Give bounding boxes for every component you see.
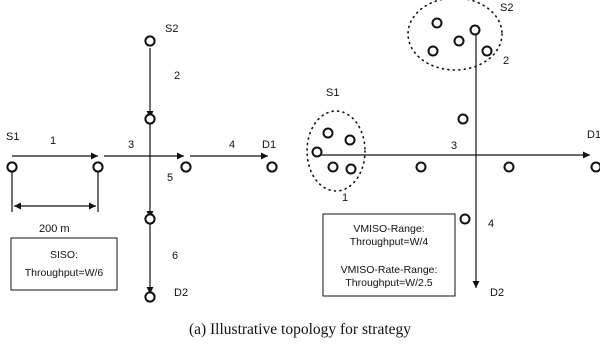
- node-relay-vertical-2: [459, 213, 471, 225]
- vmiso-range-throughput: Throughput=W/4: [350, 236, 429, 248]
- label-hop4: 4: [488, 218, 494, 230]
- label-hop5: 5: [167, 172, 173, 184]
- node-relay-3: [180, 161, 192, 173]
- siso-box-throughput: Throughput=W/6: [25, 267, 104, 279]
- label-hop1: 1: [50, 135, 56, 147]
- node-relay-horizontal-1: [415, 161, 427, 173]
- label-d2: D2: [174, 287, 188, 299]
- node-relay-2: [144, 113, 156, 125]
- s2-cluster-outline: [407, 0, 503, 71]
- node-relay-horizontal-2: [503, 161, 515, 173]
- siso-box-title: SISO:: [50, 249, 78, 261]
- node-s2-a: [431, 17, 443, 29]
- label-s2: S2: [165, 23, 178, 35]
- node-s2: [144, 35, 156, 47]
- node-s2-e: [481, 45, 493, 57]
- label-hop3: 3: [451, 140, 457, 152]
- siso-throughput-box: [10, 237, 118, 291]
- node-relay-vertical-1: [457, 113, 469, 125]
- node-s2-c: [453, 35, 465, 47]
- label-d1: D1: [587, 129, 600, 141]
- label-hop3: 3: [128, 139, 134, 151]
- label-s1: S1: [326, 87, 339, 99]
- figure-caption: (a) Illustrative topology for strategy: [189, 321, 411, 338]
- node-s1-d: [327, 161, 339, 173]
- label-hop2: 2: [503, 55, 509, 67]
- node-s1: [6, 161, 18, 173]
- vmiso-rate-range-title: VMISO-Rate-Range:: [341, 264, 438, 276]
- s1-cluster-outline: [306, 110, 366, 192]
- label-hop1: 1: [342, 192, 348, 204]
- label-s2: S2: [500, 2, 513, 14]
- label-d1: D1: [262, 139, 276, 151]
- vmiso-topology: S1 S2 D1 D2 1 2 3 4 VMISO-Range: Through…: [306, 0, 600, 299]
- node-s2-d: [427, 45, 439, 57]
- vmiso-range-title: VMISO-Range:: [353, 223, 424, 235]
- label-hop4: 4: [229, 139, 235, 151]
- node-d2: [144, 291, 156, 303]
- label-hop2: 2: [174, 70, 180, 82]
- label-s1: S1: [6, 131, 19, 143]
- node-relay-4: [144, 213, 156, 225]
- node-s1-b: [344, 134, 356, 146]
- node-s1-e: [345, 163, 357, 175]
- label-distance: 200 m: [39, 223, 70, 235]
- label-d2: D2: [490, 287, 504, 299]
- node-s1-a: [322, 127, 334, 139]
- node-relay-1: [92, 161, 104, 173]
- siso-topology: S1 S2 D1 D2 1 2 3 4 5 6 200 m SISO: Thro…: [6, 23, 278, 303]
- node-s1-c: [311, 146, 323, 158]
- node-d1: [266, 161, 278, 173]
- label-hop6: 6: [172, 250, 178, 262]
- node-d1: [590, 161, 600, 173]
- node-s2-b: [469, 24, 481, 36]
- vmiso-throughput-box: [322, 213, 456, 297]
- vmiso-rate-range-throughput: Throughput=W/2.5: [345, 277, 432, 289]
